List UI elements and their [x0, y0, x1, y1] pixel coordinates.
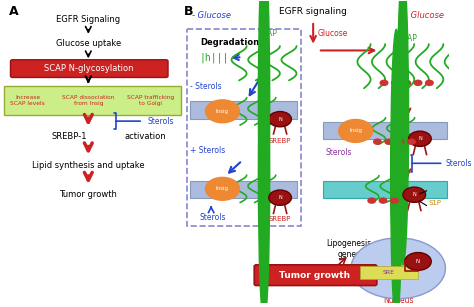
Text: Insig: Insig — [349, 128, 362, 134]
Text: Glucose uptake: Glucose uptake — [55, 39, 121, 48]
Circle shape — [392, 80, 399, 85]
Text: Tumor growth: Tumor growth — [280, 271, 351, 280]
Text: Insig: Insig — [216, 109, 229, 114]
Text: Sterols: Sterols — [446, 159, 472, 168]
Circle shape — [338, 119, 373, 142]
Circle shape — [426, 80, 433, 85]
Ellipse shape — [258, 29, 270, 307]
Ellipse shape — [397, 0, 409, 265]
Text: + Glucose: + Glucose — [401, 11, 444, 20]
Text: ER: ER — [326, 127, 335, 133]
Circle shape — [405, 253, 431, 270]
Ellipse shape — [391, 29, 402, 307]
Text: SCAP: SCAP — [398, 34, 418, 43]
Text: Nucleus: Nucleus — [383, 296, 413, 305]
FancyBboxPatch shape — [4, 86, 181, 115]
Text: Tumor growth: Tumor growth — [59, 190, 117, 199]
FancyBboxPatch shape — [323, 181, 447, 198]
Text: Sterols: Sterols — [326, 148, 352, 157]
Text: Glucose: Glucose — [318, 29, 348, 38]
Text: ER: ER — [192, 186, 201, 192]
Text: SCAP dissociation
from Insig: SCAP dissociation from Insig — [62, 95, 114, 106]
Text: - Glucose: - Glucose — [192, 11, 231, 20]
Text: Insig: Insig — [216, 186, 229, 191]
Text: ER: ER — [192, 107, 201, 113]
Circle shape — [368, 198, 375, 203]
Circle shape — [374, 139, 381, 144]
FancyBboxPatch shape — [191, 181, 297, 198]
Text: SCAP: SCAP — [258, 29, 278, 38]
FancyBboxPatch shape — [254, 265, 377, 286]
Circle shape — [380, 80, 388, 85]
Text: EGFR Signaling: EGFR Signaling — [56, 14, 120, 24]
Text: + Sterols: + Sterols — [191, 146, 226, 155]
Text: Lipid synthesis and uptake: Lipid synthesis and uptake — [32, 161, 145, 170]
Circle shape — [414, 80, 422, 85]
Ellipse shape — [351, 238, 446, 299]
Text: N: N — [412, 192, 416, 197]
Circle shape — [403, 187, 426, 202]
Text: Golgi: Golgi — [326, 186, 344, 192]
Circle shape — [385, 139, 392, 144]
Text: N: N — [418, 136, 422, 141]
Text: S1P: S1P — [428, 200, 441, 206]
Text: SREBP-1: SREBP-1 — [52, 132, 87, 141]
FancyBboxPatch shape — [359, 266, 418, 279]
Circle shape — [403, 80, 410, 85]
Text: Increase
SCAP levels: Increase SCAP levels — [10, 95, 45, 106]
Circle shape — [269, 190, 292, 205]
Text: A: A — [9, 5, 18, 18]
FancyBboxPatch shape — [323, 122, 447, 139]
Ellipse shape — [258, 0, 270, 245]
Text: S2P: S2P — [428, 186, 441, 192]
Text: B: B — [184, 5, 193, 18]
Circle shape — [409, 131, 431, 146]
Text: SCAP trafficking
to Golgi: SCAP trafficking to Golgi — [127, 95, 174, 106]
Text: Sterols: Sterols — [200, 213, 226, 222]
Text: SREBP: SREBP — [269, 138, 292, 144]
Circle shape — [408, 139, 415, 144]
Text: EGFR signaling: EGFR signaling — [279, 7, 347, 16]
Circle shape — [391, 198, 398, 203]
Text: N: N — [278, 195, 282, 200]
FancyBboxPatch shape — [191, 102, 297, 119]
Text: N: N — [416, 259, 420, 264]
Circle shape — [396, 139, 404, 144]
Text: SRE: SRE — [383, 270, 395, 275]
Text: Sterols: Sterols — [148, 117, 174, 126]
Text: - Sterols: - Sterols — [191, 82, 222, 91]
Text: N: N — [278, 117, 282, 122]
Text: activation: activation — [124, 132, 166, 141]
Text: |h|||: |h||| — [199, 52, 228, 63]
FancyBboxPatch shape — [10, 60, 168, 77]
Text: SCAP N-glycosylation: SCAP N-glycosylation — [44, 64, 133, 73]
Circle shape — [379, 198, 387, 203]
Circle shape — [205, 177, 239, 200]
Text: Lipogenesis
genes: Lipogenesis genes — [327, 239, 372, 259]
Circle shape — [205, 100, 239, 123]
Circle shape — [269, 111, 292, 127]
Text: Degradation: Degradation — [200, 38, 259, 47]
Text: SREBP: SREBP — [269, 216, 292, 222]
